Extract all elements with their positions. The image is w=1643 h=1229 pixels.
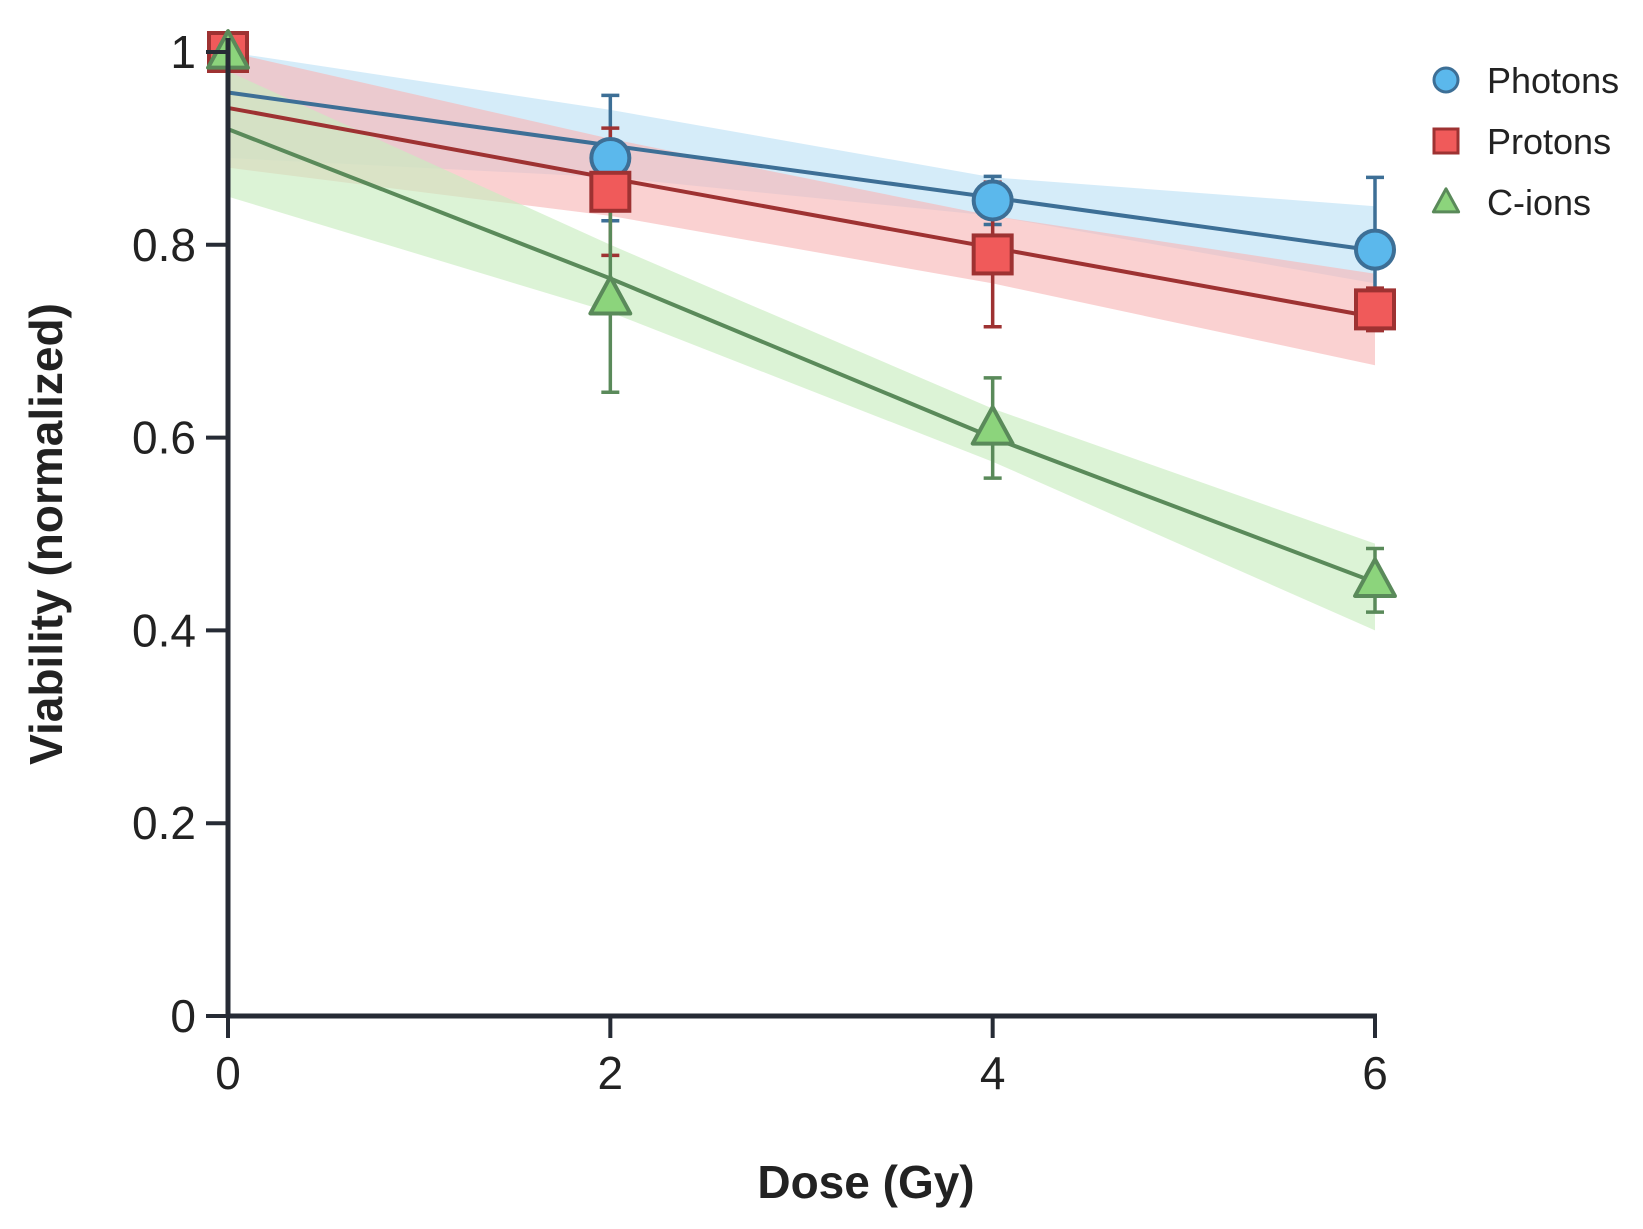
legend-marker bbox=[1432, 66, 1460, 94]
legend-marker bbox=[1431, 187, 1461, 214]
point-c-ions bbox=[588, 274, 633, 316]
legend-label: C-ions bbox=[1487, 182, 1591, 223]
legend-item-c-ions: C-ions bbox=[1431, 182, 1591, 223]
fit-line-c-ions bbox=[227, 127, 1376, 585]
x-tick-label: 0 bbox=[215, 1047, 241, 1099]
point-c-ions bbox=[1353, 557, 1397, 598]
point-c-ions bbox=[970, 405, 1015, 446]
point-protons bbox=[1354, 288, 1396, 331]
legend: Photons Protons C-ions bbox=[1431, 60, 1619, 223]
legend-label: Protons bbox=[1487, 121, 1611, 162]
y-axis-title: Viability (normalized) bbox=[20, 303, 72, 765]
y-tick-label: 0.4 bbox=[132, 604, 196, 656]
y-tick-label: 0.8 bbox=[132, 219, 196, 271]
point-photons bbox=[1354, 228, 1396, 271]
legend-item-photons: Photons bbox=[1432, 60, 1619, 101]
point-photons bbox=[971, 179, 1014, 222]
fit-lines bbox=[227, 90, 1376, 585]
band-photons bbox=[228, 52, 1375, 284]
band-c-ions bbox=[228, 71, 1375, 631]
fit-line-protons bbox=[227, 105, 1376, 320]
axes bbox=[206, 38, 1377, 1038]
x-tick-label: 2 bbox=[598, 1047, 624, 1099]
x-tick-label: 4 bbox=[980, 1047, 1006, 1099]
tick-labels: 0 0.2 0.4 0.6 0.8 1 0 2 4 6 bbox=[132, 26, 1388, 1099]
legend-label: Photons bbox=[1487, 60, 1619, 101]
y-tick-label: 0 bbox=[170, 990, 196, 1042]
fit-line-photons bbox=[227, 90, 1376, 253]
point-protons bbox=[971, 233, 1014, 276]
x-tick-label: 6 bbox=[1362, 1047, 1388, 1099]
legend-marker bbox=[1432, 127, 1460, 155]
x-axis-title: Dose (Gy) bbox=[757, 1156, 974, 1208]
point-protons bbox=[589, 170, 632, 213]
y-tick-label: 0.6 bbox=[132, 412, 196, 464]
legend-item-protons: Protons bbox=[1432, 121, 1611, 162]
y-tick-label: 1 bbox=[170, 26, 196, 78]
y-tick-label: 0.2 bbox=[132, 797, 196, 849]
